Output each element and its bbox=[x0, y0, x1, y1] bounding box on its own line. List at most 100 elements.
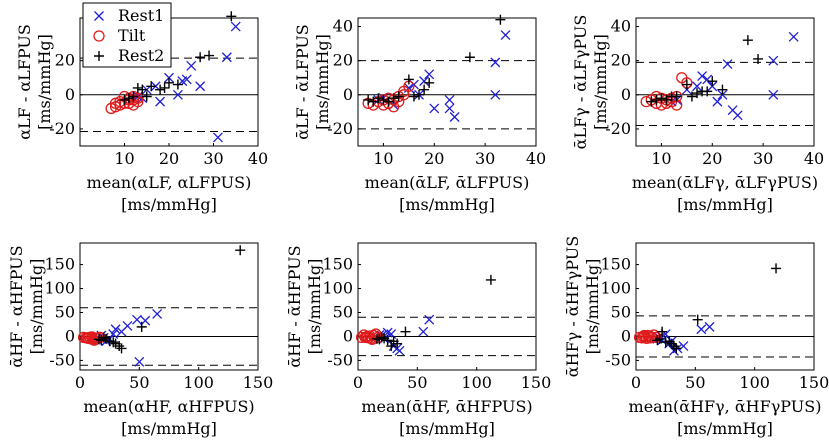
data-point-rest2 bbox=[652, 335, 663, 346]
x-tick-label: 20 bbox=[159, 149, 179, 168]
panel-2: 10 20 30 40 -20 0 20 40 mean(ᾱLF, ᾱLFPUS) [ms/mmH… bbox=[293, 14, 546, 214]
x-axis-unit-label: [ms/mmHg] bbox=[399, 195, 495, 214]
y-axis-unit-label: [ms/mmHg] bbox=[313, 34, 332, 130]
data-point-rest1 bbox=[490, 57, 501, 68]
data-point-rest1 bbox=[444, 103, 455, 114]
y-axis-unit-label: [ms/mmHg] bbox=[591, 34, 610, 130]
data-point-rest2 bbox=[146, 81, 157, 92]
y-tick-label: 40 bbox=[333, 17, 353, 36]
x-tick-label: 100 bbox=[739, 373, 770, 392]
series-rest2 bbox=[371, 274, 496, 352]
series-rest2 bbox=[119, 11, 237, 105]
plot-area bbox=[635, 17, 815, 147]
data-point-rest2 bbox=[660, 337, 671, 348]
y-axis-label: ᾱLFγ - ᾱLFγPUS bbox=[571, 15, 590, 150]
data-point-rest1 bbox=[707, 81, 718, 92]
data-point-rest2 bbox=[164, 77, 174, 88]
x-tick-label: 50 bbox=[685, 373, 705, 392]
series-tilt bbox=[77, 331, 106, 346]
x-tick-label: 40 bbox=[526, 149, 546, 168]
y-tick-label: 150 bbox=[322, 255, 353, 274]
y-tick-label: -20 bbox=[327, 119, 353, 138]
y-tick-label: -50 bbox=[49, 350, 75, 369]
x-axis-label: mean(ᾱLFγ, ᾱLFγPUS) bbox=[632, 173, 818, 192]
x-tick-label: 100 bbox=[183, 373, 214, 392]
data-point-tilt bbox=[644, 332, 656, 344]
data-point-rest2 bbox=[686, 91, 697, 102]
data-point-rest2 bbox=[128, 91, 139, 102]
data-point-rest2 bbox=[388, 336, 399, 347]
data-point-rest2 bbox=[195, 52, 206, 63]
data-point-rest2 bbox=[666, 91, 677, 102]
x-tick-label: 150 bbox=[243, 373, 274, 392]
x-axis-label: mean(ᾱLF, ᾱLFPUS) bbox=[365, 173, 530, 192]
data-point-rest2 bbox=[651, 94, 662, 105]
data-point-rest2 bbox=[495, 14, 506, 25]
data-point-rest2 bbox=[666, 338, 677, 349]
data-point-rest2 bbox=[717, 84, 728, 95]
y-tick-label: 40 bbox=[611, 17, 631, 36]
data-point-rest2 bbox=[93, 334, 104, 345]
y-tick-label: 0 bbox=[343, 326, 353, 345]
x-axis-label: mean(αLF, αLFPUS) bbox=[87, 173, 252, 192]
data-point-rest2 bbox=[136, 321, 147, 332]
y-axis-unit-label: [ms/mmHg] bbox=[305, 259, 324, 355]
y-tick-label: 0 bbox=[65, 326, 75, 345]
x-axis-unit-label: [ms/mmHg] bbox=[399, 419, 495, 438]
series-rest2 bbox=[363, 14, 506, 107]
x-tick-label: 50 bbox=[129, 373, 149, 392]
data-point-rest2 bbox=[378, 94, 389, 105]
data-point-rest1 bbox=[444, 94, 455, 105]
x-tick-label: 10 bbox=[114, 149, 134, 168]
data-point-rest2 bbox=[116, 343, 127, 354]
legend-label-tilt: Tilt bbox=[118, 26, 146, 45]
data-point-rest2 bbox=[419, 84, 430, 95]
y-axis-label: αLF - αLFPUS bbox=[15, 24, 34, 140]
y-tick-label: 0 bbox=[343, 85, 353, 104]
x-tick-label: 150 bbox=[799, 373, 829, 392]
series-rest2 bbox=[652, 263, 782, 354]
data-point-rest2 bbox=[692, 314, 703, 325]
data-point-rest1 bbox=[221, 52, 232, 63]
legend-label-rest2: Rest2 bbox=[118, 46, 164, 65]
data-point-rest2 bbox=[661, 94, 672, 105]
y-tick-label: 0 bbox=[65, 85, 75, 104]
plot-area bbox=[635, 242, 815, 371]
data-point-rest2 bbox=[707, 76, 718, 87]
data-point-rest1 bbox=[424, 314, 435, 325]
x-axis-label: mean(ᾱHF, ᾱHFPUS) bbox=[361, 397, 532, 416]
y-axis-unit-label: [ms/mmHg] bbox=[583, 259, 602, 355]
data-point-rest2 bbox=[646, 96, 657, 107]
data-point-rest2 bbox=[671, 343, 682, 354]
y-axis-unit-label: [ms/mmHg] bbox=[27, 259, 46, 355]
x-tick-label: 40 bbox=[804, 149, 824, 168]
data-point-rest1 bbox=[186, 60, 197, 71]
y-axis-label: ᾱHF - ᾱHFPUS bbox=[285, 245, 304, 367]
data-point-rest1 bbox=[696, 324, 707, 335]
data-point-rest2 bbox=[697, 86, 708, 97]
x-axis-unit-label: [ms/mmHg] bbox=[121, 419, 217, 438]
data-point-rest2 bbox=[155, 84, 166, 95]
data-point-rest1 bbox=[704, 321, 715, 332]
data-point-rest2 bbox=[403, 74, 414, 85]
y-axis-label: ᾱHF - αHFPUS bbox=[7, 245, 26, 367]
data-point-rest1 bbox=[152, 308, 163, 319]
y-tick-label: 100 bbox=[600, 279, 631, 298]
data-point-rest2 bbox=[393, 91, 404, 102]
data-point-rest2 bbox=[141, 91, 152, 102]
data-point-rest2 bbox=[386, 341, 397, 352]
x-tick-label: 20 bbox=[702, 149, 722, 168]
y-tick-label: 20 bbox=[55, 51, 75, 70]
x-tick-label: 0 bbox=[75, 373, 85, 392]
y-tick-label: 20 bbox=[611, 51, 631, 70]
data-point-rest1 bbox=[230, 21, 241, 32]
plot-area bbox=[357, 242, 537, 371]
x-axis-unit-label: [ms/mmHg] bbox=[677, 195, 773, 214]
data-point-rest1 bbox=[702, 74, 713, 85]
data-point-rest2 bbox=[110, 338, 121, 349]
data-point-rest1 bbox=[164, 72, 174, 83]
data-point-rest1 bbox=[712, 96, 723, 107]
data-point-rest2 bbox=[657, 326, 668, 337]
